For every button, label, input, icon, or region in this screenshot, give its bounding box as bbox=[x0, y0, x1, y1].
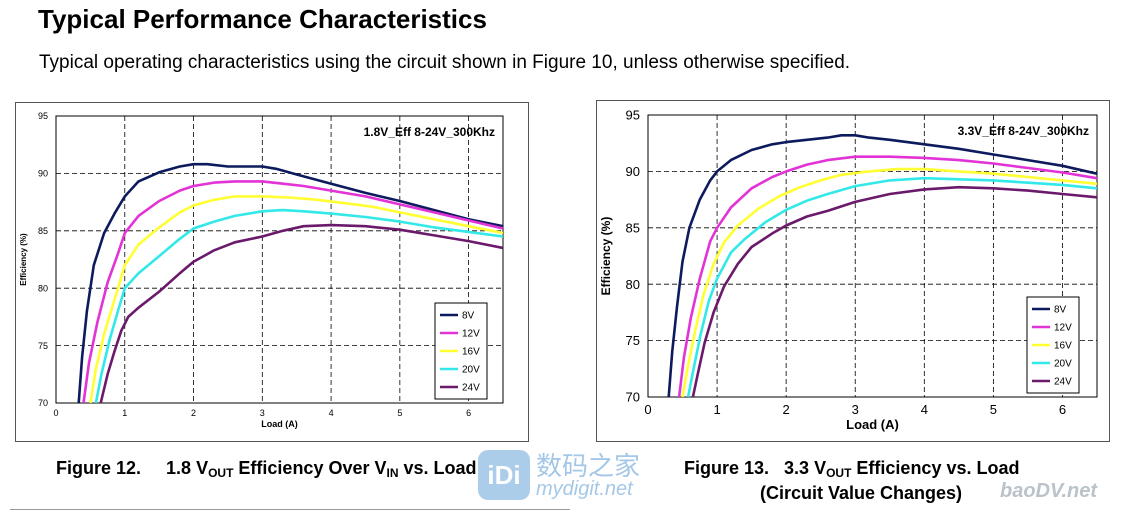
watermark-baodv: baoDV.net bbox=[1000, 480, 1098, 502]
efficiency-chart-3v3: 0 1 2 3 4 5 6 70 75 80 85 90 95 Load (A) Efficiency (%… bbox=[599, 108, 1098, 432]
caption-subscript: IN bbox=[386, 466, 399, 480]
page-title: Typical Performance Characteristics bbox=[38, 4, 487, 34]
chart-frame-fig13: 0 1 2 3 4 5 6 70 75 80 85 90 95 Load (A) Efficiency (%… bbox=[596, 100, 1110, 442]
y-tick-label: 85 bbox=[38, 226, 48, 236]
y-tick-label: 70 bbox=[38, 398, 48, 408]
chart-frame-fig12: 0 1 2 3 4 5 6 70 75 80 85 90 95 Load (A) Efficiency (%… bbox=[15, 102, 529, 442]
figure-13-number: Figure 13. bbox=[684, 458, 770, 478]
legend-box bbox=[1026, 296, 1080, 394]
y-axis-label: Efficiency (%) bbox=[19, 233, 28, 286]
figure-12-number: Figure 12. bbox=[56, 458, 142, 478]
legend-label: 20V bbox=[462, 365, 480, 376]
watermark-mydigit: iDi 数码之家 mydigit.net bbox=[478, 446, 658, 504]
series-line-20V bbox=[686, 176, 1097, 397]
x-tick-label: 3 bbox=[260, 408, 265, 418]
series-line-24V bbox=[691, 185, 1097, 397]
caption-text: vs. Load bbox=[398, 458, 477, 478]
mydigit-logo-icon: iDi bbox=[478, 450, 530, 500]
series-line-16V bbox=[681, 167, 1097, 397]
figure-13-caption: Figure 13. 3.3 VOUT Efficiency vs. Load bbox=[684, 458, 1019, 480]
chart-title: 3.3V_Eff 8-24V_300Khz bbox=[958, 124, 1089, 138]
y-tick-label: 95 bbox=[38, 111, 48, 121]
x-tick-label: 5 bbox=[990, 402, 997, 417]
caption-subscript: OUT bbox=[208, 466, 234, 480]
y-tick-label: 95 bbox=[626, 108, 640, 123]
caption-text: 1.8 V bbox=[166, 458, 209, 478]
legend-label: 24V bbox=[1054, 377, 1072, 388]
legend-label: 12V bbox=[1054, 323, 1072, 334]
y-tick-label: 85 bbox=[626, 220, 640, 235]
x-tick-label: 6 bbox=[466, 408, 471, 418]
legend-label: 16V bbox=[462, 347, 480, 358]
series-line-24V bbox=[99, 223, 503, 403]
x-tick-label: 1 bbox=[713, 402, 720, 417]
y-tick-label: 75 bbox=[626, 333, 640, 348]
series-line-20V bbox=[94, 208, 503, 403]
figure-13-caption-line2: (Circuit Value Changes) bbox=[760, 483, 963, 503]
x-tick-label: 6 bbox=[1059, 402, 1066, 417]
divider bbox=[10, 509, 570, 510]
y-tick-label: 70 bbox=[626, 390, 640, 405]
legend-label: 8V bbox=[1054, 305, 1067, 316]
x-tick-label: 0 bbox=[644, 402, 651, 417]
plot-area bbox=[647, 114, 1098, 398]
caption-text: Efficiency vs. Load bbox=[851, 458, 1020, 478]
series-line-16V bbox=[89, 195, 503, 403]
x-tick-label: 2 bbox=[783, 402, 790, 417]
x-tick-label: 3 bbox=[852, 402, 859, 417]
chart-title: 1.8V_Eff 8-24V_300Khz bbox=[364, 125, 495, 139]
series-line-8V bbox=[77, 162, 503, 403]
y-tick-label: 75 bbox=[38, 341, 48, 351]
x-tick-label: 5 bbox=[397, 408, 402, 418]
efficiency-chart-1v8: 0 1 2 3 4 5 6 70 75 80 85 90 95 Load (A) Efficiency (%… bbox=[19, 111, 504, 429]
watermark-en-text: mydigit.net bbox=[536, 478, 633, 500]
y-tick-label: 80 bbox=[626, 277, 640, 292]
x-tick-label: 0 bbox=[53, 408, 58, 418]
y-tick-label: 90 bbox=[38, 169, 48, 179]
y-tick-label: 90 bbox=[626, 164, 640, 179]
y-axis-label: Efficiency (%) bbox=[599, 217, 613, 296]
legend-label: 20V bbox=[1054, 359, 1072, 370]
x-tick-label: 4 bbox=[329, 408, 334, 418]
x-axis-label: Load (A) bbox=[261, 419, 298, 429]
legend-label: 8V bbox=[462, 311, 475, 322]
caption-text: Efficiency Over V bbox=[233, 458, 387, 478]
watermark-cn-text: 数码之家 bbox=[536, 452, 641, 482]
series-line-8V bbox=[667, 133, 1097, 397]
plot-area bbox=[55, 115, 504, 404]
legend-label: 12V bbox=[462, 329, 480, 340]
x-tick-label: 2 bbox=[191, 408, 196, 418]
legend-label: 16V bbox=[1054, 341, 1072, 352]
x-axis-label: Load (A) bbox=[846, 417, 899, 432]
caption-text: 3.3 V bbox=[784, 458, 827, 478]
x-tick-label: 4 bbox=[921, 402, 928, 417]
legend-label: 24V bbox=[462, 383, 480, 394]
series-line-12V bbox=[82, 180, 503, 403]
caption-subscript: OUT bbox=[826, 466, 852, 480]
page-subtitle: Typical operating characteristics using … bbox=[39, 52, 851, 73]
series-line-12V bbox=[677, 155, 1097, 397]
x-tick-label: 1 bbox=[122, 408, 127, 418]
y-tick-label: 80 bbox=[38, 283, 48, 293]
figure-12-caption: Figure 12. 1.8 VOUT Efficiency Over VIN … bbox=[56, 458, 477, 480]
